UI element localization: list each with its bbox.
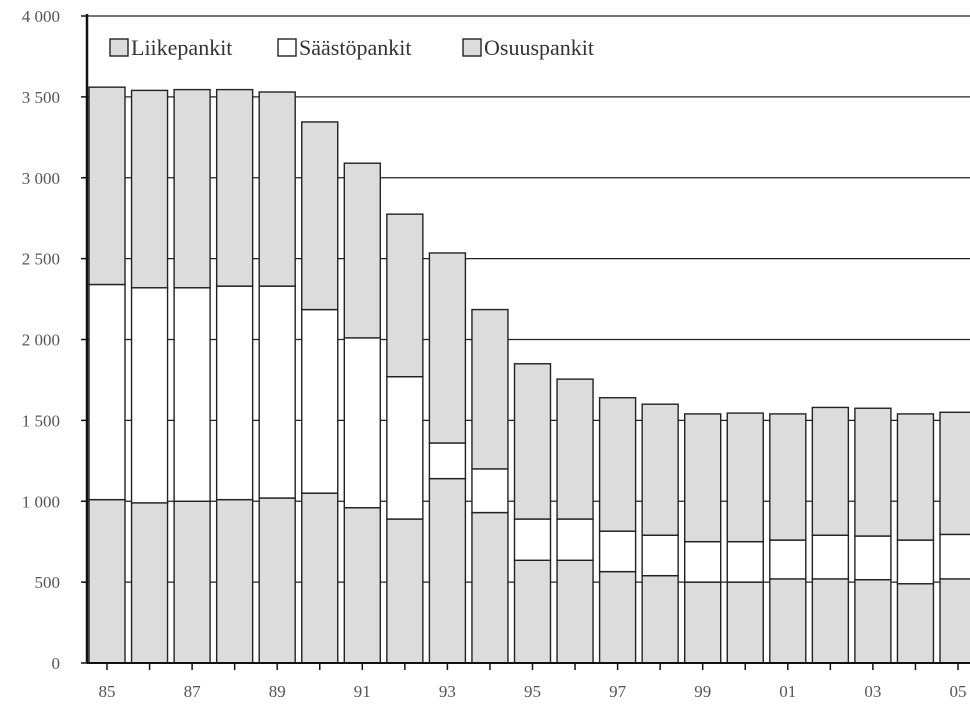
bar-segment-osuuspankit-2002 bbox=[811, 406, 850, 536]
bar-segment-liikepankit-1999 bbox=[684, 581, 722, 664]
bar-segment-liikepankit-1985 bbox=[88, 498, 126, 664]
bar-segment-saastopankit-1994 bbox=[471, 468, 509, 514]
legend-swatch bbox=[277, 38, 297, 57]
bar-segment-saastopankit-2000 bbox=[726, 540, 764, 583]
bar-segment-osuuspankit-1996 bbox=[556, 378, 594, 520]
bar-segment-osuuspankit-1989 bbox=[258, 91, 296, 287]
x-tick-label: 03 bbox=[864, 682, 881, 701]
legend-label: Osuuspankit bbox=[484, 35, 594, 60]
bar-segment-saastopankit-1995 bbox=[513, 518, 552, 561]
legend: Liikepankit Säästöpankit Osuuspankit bbox=[109, 35, 594, 60]
bar-segment-liikepankit-1988 bbox=[215, 498, 254, 664]
bar-segment-saastopankit-1992 bbox=[386, 376, 424, 520]
y-tick-label: 3 500 bbox=[22, 88, 60, 107]
legend-label: Liikepankit bbox=[131, 35, 232, 60]
x-tick-label: 89 bbox=[269, 682, 286, 701]
bar-segment-saastopankit-2004 bbox=[896, 539, 935, 585]
bar-segment-saastopankit-1987 bbox=[173, 287, 211, 502]
bar-segment-saastopankit-1996 bbox=[556, 518, 594, 561]
bars bbox=[88, 86, 970, 664]
y-tick-label: 500 bbox=[35, 573, 61, 592]
bar-segment-osuuspankit-2001 bbox=[769, 413, 807, 541]
legend-swatch bbox=[109, 38, 129, 57]
y-tick-label: 3 000 bbox=[22, 169, 60, 188]
bar-segment-saastopankit-1993 bbox=[428, 442, 467, 480]
bar-segment-liikepankit-1994 bbox=[471, 511, 509, 664]
y-tick-label: 2 000 bbox=[22, 331, 60, 350]
bar-segment-osuuspankit-2003 bbox=[854, 407, 892, 537]
bar-segment-osuuspankit-1997 bbox=[598, 397, 637, 532]
bar-segment-saastopankit-2002 bbox=[811, 534, 850, 580]
bar-segment-liikepankit-1991 bbox=[343, 507, 381, 664]
legend-item-liikepankit: Liikepankit bbox=[109, 35, 232, 60]
bar-segment-liikepankit-2004 bbox=[896, 583, 935, 664]
bar-segment-liikepankit-1997 bbox=[598, 570, 637, 664]
bar-segment-osuuspankit-1988 bbox=[215, 88, 254, 287]
bar-segment-saastopankit-1997 bbox=[598, 530, 637, 573]
bar-segment-liikepankit-2002 bbox=[811, 578, 850, 664]
bar-segment-osuuspankit-1998 bbox=[641, 403, 679, 536]
bar-segment-osuuspankit-1992 bbox=[386, 213, 424, 378]
bar-segment-osuuspankit-2004 bbox=[896, 413, 935, 541]
bar-segment-liikepankit-1992 bbox=[386, 518, 424, 664]
x-tick-label: 99 bbox=[694, 682, 711, 701]
bar-segment-liikepankit-1996 bbox=[556, 559, 594, 664]
bar-segment-saastopankit-2001 bbox=[769, 539, 807, 580]
bar-segment-saastopankit-1985 bbox=[88, 283, 126, 501]
bar-segment-osuuspankit-2005 bbox=[939, 411, 970, 536]
legend-swatch bbox=[462, 38, 482, 57]
legend-item-saastopankit: Säästöpankit bbox=[277, 35, 411, 60]
bar-segment-osuuspankit-1987 bbox=[173, 88, 211, 289]
y-tick-label: 0 bbox=[52, 654, 61, 673]
bar-segment-liikepankit-1989 bbox=[258, 497, 296, 664]
x-tick-label: 01 bbox=[779, 682, 796, 701]
bar-segment-saastopankit-1999 bbox=[684, 540, 722, 583]
x-tick-label: 91 bbox=[354, 682, 371, 701]
y-tick-label: 1 000 bbox=[22, 492, 60, 511]
x-tick-label: 87 bbox=[184, 682, 202, 701]
bar-segment-osuuspankit-1993 bbox=[428, 252, 467, 444]
bar-segment-osuuspankit-1994 bbox=[471, 308, 509, 470]
bar-segment-osuuspankit-1985 bbox=[88, 86, 126, 286]
bar-segment-saastopankit-1998 bbox=[641, 534, 679, 577]
bar-segment-liikepankit-1995 bbox=[513, 559, 552, 664]
bar-segment-saastopankit-1988 bbox=[215, 285, 254, 501]
legend-label: Säästöpankit bbox=[299, 35, 411, 60]
bar-segment-saastopankit-2003 bbox=[854, 535, 892, 581]
bar-segment-osuuspankit-1991 bbox=[343, 162, 381, 339]
y-tick-label: 1 500 bbox=[22, 411, 60, 430]
y-tick-label: 2 500 bbox=[22, 250, 60, 269]
legend-item-osuuspankit: Osuuspankit bbox=[462, 35, 594, 60]
bar-segment-liikepankit-1987 bbox=[173, 500, 211, 664]
bar-segment-liikepankit-1993 bbox=[428, 477, 467, 664]
bar-segment-liikepankit-1990 bbox=[301, 492, 339, 664]
axes: 0 500 1 000 1 500 2 000 2 500 3 000 3 500 4 000 8… bbox=[22, 7, 970, 701]
bar-segment-osuuspankit-1995 bbox=[513, 363, 552, 520]
x-tick-label: 95 bbox=[524, 682, 541, 701]
bar-segment-liikepankit-2005 bbox=[939, 578, 970, 664]
bar-segment-osuuspankit-1986 bbox=[130, 89, 169, 289]
x-tick-label: 05 bbox=[950, 682, 967, 701]
x-tick-label: 97 bbox=[609, 682, 627, 701]
x-tick-label: 93 bbox=[439, 682, 456, 701]
bar-segment-osuuspankit-1990 bbox=[301, 121, 339, 311]
bar-segment-saastopankit-1989 bbox=[258, 285, 296, 499]
bar-segment-liikepankit-1998 bbox=[641, 574, 679, 664]
bar-segment-saastopankit-1991 bbox=[343, 337, 381, 509]
bar-segment-saastopankit-1990 bbox=[301, 308, 339, 494]
bar-segment-osuuspankit-1999 bbox=[684, 413, 722, 543]
x-tick-label: 85 bbox=[99, 682, 116, 701]
bar-segment-liikepankit-1986 bbox=[130, 502, 169, 664]
bar-segment-liikepankit-2003 bbox=[854, 578, 892, 664]
bar-segment-liikepankit-2001 bbox=[769, 578, 807, 664]
y-tick-label: 4 000 bbox=[22, 7, 60, 26]
bar-segment-liikepankit-2000 bbox=[726, 581, 764, 664]
bar-segment-saastopankit-2005 bbox=[939, 533, 970, 580]
bar-segment-saastopankit-1986 bbox=[130, 287, 169, 504]
bar-segment-osuuspankit-2000 bbox=[726, 412, 764, 543]
